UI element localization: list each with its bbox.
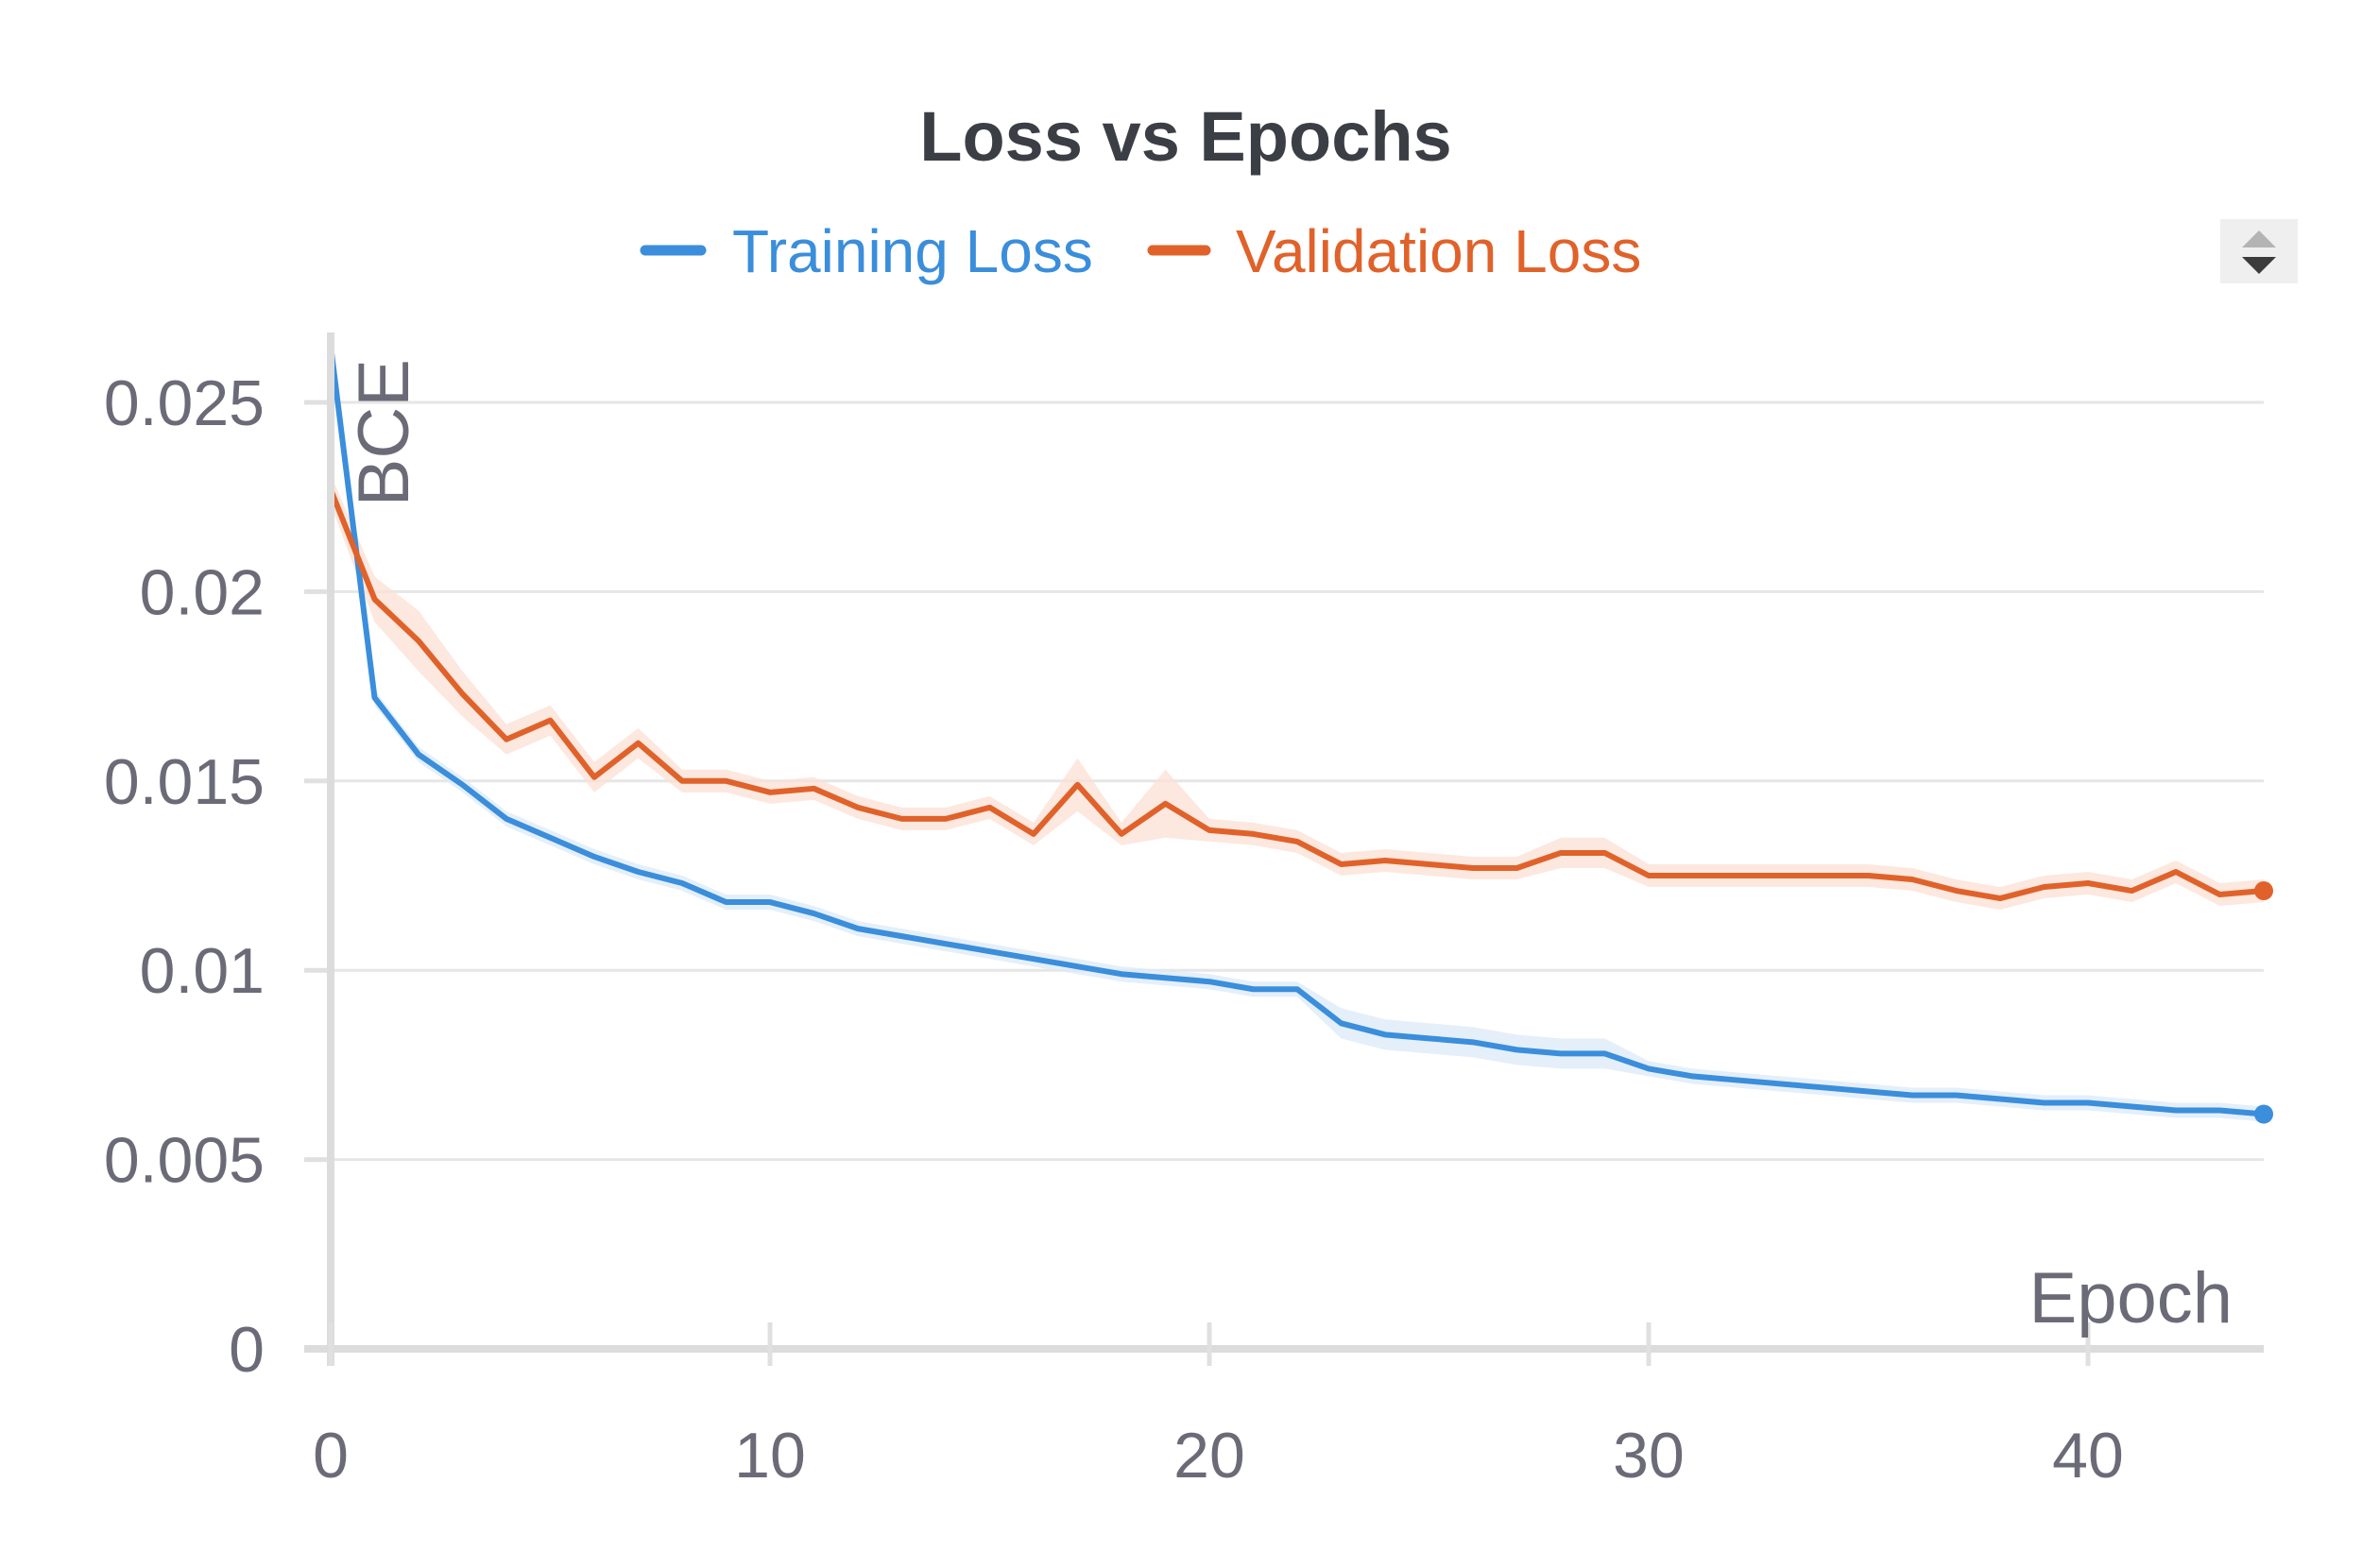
- scroll-down-icon[interactable]: [2242, 257, 2276, 274]
- band-training-loss: [331, 337, 2264, 1122]
- uncertainty-bands: [331, 337, 2264, 1122]
- y-axis-title: BCE: [344, 359, 424, 506]
- y-tick-label: 0: [229, 1314, 265, 1386]
- data-points: [2254, 881, 2273, 1124]
- endpoint-training-loss: [2254, 1104, 2273, 1124]
- legend-item-validation-loss[interactable]: Validation Loss: [1147, 217, 1641, 285]
- legend-label-validation-loss: Validation Loss: [1236, 217, 1641, 285]
- x-tick-label: 20: [1173, 1420, 1245, 1491]
- grid: [331, 401, 2264, 1162]
- legend-scroll-button[interactable]: [2220, 219, 2298, 283]
- y-tick-label: 0.01: [140, 935, 265, 1007]
- x-tick-label: 30: [1613, 1420, 1685, 1491]
- scroll-up-icon[interactable]: [2242, 230, 2276, 247]
- x-tick-label: 0: [313, 1420, 349, 1491]
- legend-label-training-loss: Training Loss: [732, 217, 1093, 285]
- series-lines: [328, 342, 2267, 1117]
- legend-item-training-loss[interactable]: Training Loss: [640, 217, 1093, 285]
- y-tick-label: 0.02: [140, 556, 265, 628]
- y-tick-label: 0.005: [104, 1125, 265, 1197]
- line-validation-loss: [328, 486, 2267, 902]
- chart-title: Loss vs Epochs: [919, 97, 1451, 176]
- endpoint-validation-loss: [2254, 881, 2273, 901]
- x-tick-label: 40: [2052, 1420, 2124, 1491]
- legend[interactable]: Training Loss Validation Loss: [640, 217, 1641, 285]
- axes: 0 0.005 0.01 0.015 0.02 0.025 0 10 20 30 40: [104, 332, 2264, 1491]
- y-tick-label: 0.025: [104, 367, 265, 439]
- line-training-loss: [328, 342, 2267, 1117]
- x-tick-label: 10: [734, 1420, 806, 1491]
- x-axis-title: Epoch: [2029, 1258, 2234, 1338]
- y-tick-label: 0.015: [104, 746, 265, 818]
